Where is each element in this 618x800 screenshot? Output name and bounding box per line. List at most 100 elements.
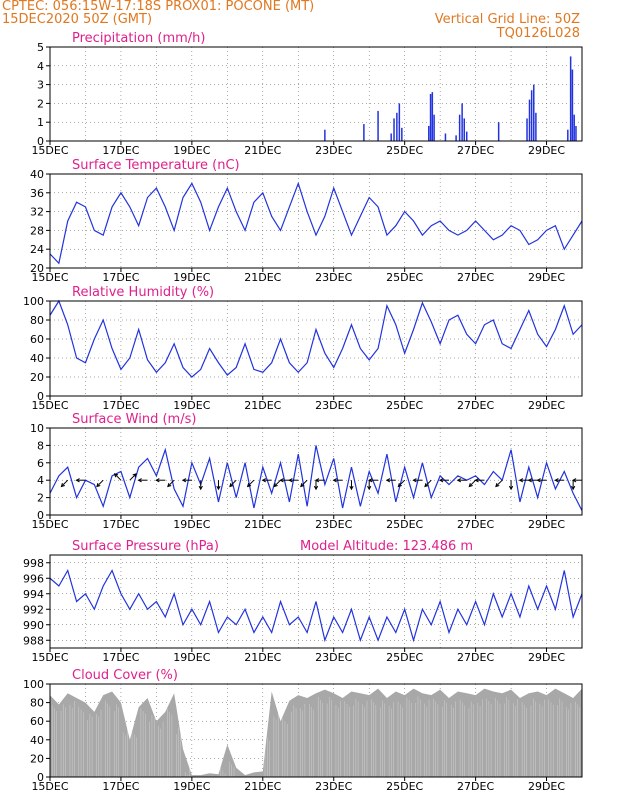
y-tick-label: 40 bbox=[30, 352, 44, 365]
wind-arrow-head bbox=[155, 478, 160, 483]
panel-0 bbox=[46, 46, 583, 145]
x-tick-label: 17DEC bbox=[102, 518, 139, 531]
y-tick-label: 32 bbox=[30, 206, 44, 219]
x-tick-label: 29DEC bbox=[528, 651, 565, 664]
y-tick-label: 992 bbox=[23, 603, 44, 616]
x-tick-label: 23DEC bbox=[315, 651, 352, 664]
y-tick-label: 100 bbox=[23, 678, 44, 691]
wind-arrow-head bbox=[508, 485, 514, 491]
panel-title: Surface Wind (m/s) bbox=[72, 412, 196, 427]
series-line bbox=[49, 299, 583, 378]
panel-5 bbox=[46, 683, 583, 781]
wind-arrow-head bbox=[397, 483, 402, 488]
x-tick-label: 25DEC bbox=[386, 271, 423, 284]
y-tick-label: 6 bbox=[37, 457, 44, 470]
x-tick-label: 19DEC bbox=[173, 399, 210, 412]
wind-arrow-head bbox=[167, 483, 172, 488]
x-tick-label: 29DEC bbox=[528, 780, 565, 793]
y-tick-label: 988 bbox=[23, 634, 44, 647]
wind-arrow-head bbox=[313, 485, 319, 491]
wind-arrow-head bbox=[495, 483, 500, 488]
wind-arrow bbox=[229, 479, 237, 487]
wind-arrow-head bbox=[216, 485, 221, 491]
x-tick-label: 29DEC bbox=[528, 144, 565, 157]
y-tick-label: 20 bbox=[30, 752, 44, 765]
y-tick-label: 60 bbox=[30, 715, 44, 728]
precip-bar bbox=[465, 131, 468, 141]
wind-arrow bbox=[96, 479, 104, 487]
wind-arrow-head bbox=[137, 478, 142, 483]
y-tick-label: 0 bbox=[37, 509, 44, 522]
y-tick-label: 80 bbox=[30, 697, 44, 710]
precip-bar bbox=[526, 118, 528, 141]
precip-bar bbox=[396, 112, 398, 141]
precip-bar bbox=[393, 118, 395, 141]
precip-bar bbox=[429, 94, 432, 141]
panel-frame bbox=[49, 554, 583, 649]
wind-arrow-head bbox=[527, 478, 532, 483]
precip-bar bbox=[528, 99, 531, 141]
precip-bar bbox=[497, 122, 500, 141]
precip-bar bbox=[535, 112, 537, 141]
x-tick-label: 15DEC bbox=[31, 144, 68, 157]
panel-title: Surface Temperature (nC) bbox=[72, 158, 240, 173]
precip-bar bbox=[569, 56, 572, 141]
wind-arrow-head bbox=[60, 483, 65, 488]
wind-arrow-head bbox=[349, 485, 354, 491]
wind-arrow-head bbox=[536, 478, 541, 483]
y-tick-label: 100 bbox=[23, 295, 44, 308]
wind-arrow bbox=[273, 479, 281, 487]
wind-arrow-head bbox=[518, 478, 524, 483]
wind-arrow bbox=[114, 473, 122, 481]
precip-bar bbox=[571, 69, 574, 141]
wind-arrow-head bbox=[279, 478, 284, 483]
precip-bar bbox=[431, 92, 434, 141]
header-grid-line: Vertical Grid Line: 50Z bbox=[434, 12, 580, 27]
wind-arrow-head bbox=[198, 485, 203, 491]
model-altitude: Model Altitude: 123.486 m bbox=[300, 539, 473, 554]
panel-frame bbox=[49, 683, 583, 778]
y-tick-label: 1 bbox=[37, 116, 44, 129]
precip-bar bbox=[401, 127, 403, 141]
precip-bar bbox=[433, 114, 435, 141]
wind-arrow bbox=[495, 479, 503, 487]
cloud-area bbox=[50, 688, 582, 777]
y-tick-label: 24 bbox=[30, 243, 44, 256]
wind-arrow-head bbox=[367, 485, 372, 491]
x-tick-label: 17DEC bbox=[102, 144, 139, 157]
panel-2 bbox=[46, 299, 583, 400]
x-tick-label: 17DEC bbox=[102, 780, 139, 793]
x-tick-label: 17DEC bbox=[102, 399, 139, 412]
panel-title: Precipitation (mm/h) bbox=[72, 31, 205, 46]
y-tick-label: 0 bbox=[37, 771, 44, 784]
precip-bar bbox=[444, 133, 447, 141]
wind-arrow-head bbox=[273, 483, 278, 488]
x-tick-label: 15DEC bbox=[31, 651, 68, 664]
y-tick-label: 40 bbox=[30, 734, 44, 747]
y-tick-label: 40 bbox=[30, 168, 44, 181]
wind-arrow-head bbox=[554, 478, 559, 483]
panel-frame bbox=[49, 300, 583, 397]
x-tick-label: 25DEC bbox=[386, 518, 423, 531]
precip-bar bbox=[575, 125, 577, 141]
precip-bar bbox=[461, 103, 463, 141]
wind-arrow-head bbox=[456, 478, 462, 483]
y-tick-label: 36 bbox=[30, 187, 44, 200]
x-tick-label: 23DEC bbox=[315, 144, 352, 157]
x-tick-label: 21DEC bbox=[244, 271, 281, 284]
y-tick-label: 4 bbox=[37, 60, 44, 73]
x-tick-label: 27DEC bbox=[457, 651, 494, 664]
x-tick-label: 23DEC bbox=[315, 780, 352, 793]
wind-arrow-head bbox=[113, 473, 119, 478]
panel-title: Relative Humidity (%) bbox=[72, 285, 214, 300]
series-line bbox=[49, 445, 583, 511]
x-tick-label: 21DEC bbox=[244, 651, 281, 664]
wind-arrow-head bbox=[438, 478, 444, 483]
panel-3 bbox=[46, 427, 583, 519]
x-tick-label: 29DEC bbox=[528, 518, 565, 531]
wind-arrow-head bbox=[96, 483, 101, 488]
y-tick-label: 998 bbox=[23, 557, 44, 570]
series-line bbox=[49, 568, 583, 643]
series-line bbox=[49, 181, 583, 265]
